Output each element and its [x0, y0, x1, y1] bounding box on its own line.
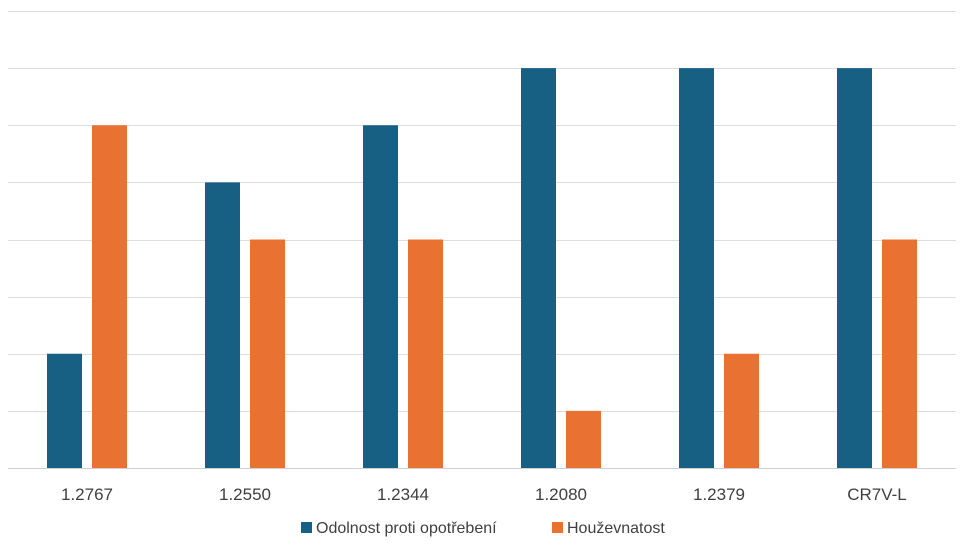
bar-series2-CR7V-L — [882, 239, 917, 468]
legend-label: Houževnatost — [567, 520, 665, 537]
x-tick-label: 1.2767 — [61, 485, 113, 504]
bar-series1-1.2080 — [521, 68, 556, 468]
x-tick-label: 1.2080 — [535, 485, 587, 504]
legend: Odolnost proti opotřebení Houževnatost — [301, 520, 665, 537]
bar-series2-1.2550 — [250, 239, 285, 468]
legend-swatch — [301, 522, 312, 533]
bar-series1-1.2767 — [47, 353, 82, 468]
bar-series2-1.2379 — [724, 353, 759, 468]
bar-series2-1.2080 — [566, 410, 601, 468]
gridlines — [8, 11, 956, 469]
bars — [47, 68, 917, 468]
x-tick-label: 1.2379 — [693, 485, 745, 504]
legend-swatch — [552, 522, 563, 533]
bar-series2-1.2767 — [92, 125, 127, 468]
x-tick-label: CR7V-L — [847, 485, 907, 504]
x-tick-labels: 1.2767 1.2550 1.2344 1.2080 1.2379 CR7V-L — [61, 485, 907, 504]
x-tick-label: 1.2344 — [377, 485, 429, 504]
bar-series1-1.2344 — [363, 125, 398, 468]
x-tick-label: 1.2550 — [219, 485, 271, 504]
legend-label: Odolnost proti opotřebení — [316, 520, 497, 537]
bar-series1-CR7V-L — [837, 68, 872, 468]
bar-series1-1.2379 — [679, 68, 714, 468]
bar-series1-1.2550 — [205, 182, 240, 468]
bar-series2-1.2344 — [408, 239, 443, 468]
